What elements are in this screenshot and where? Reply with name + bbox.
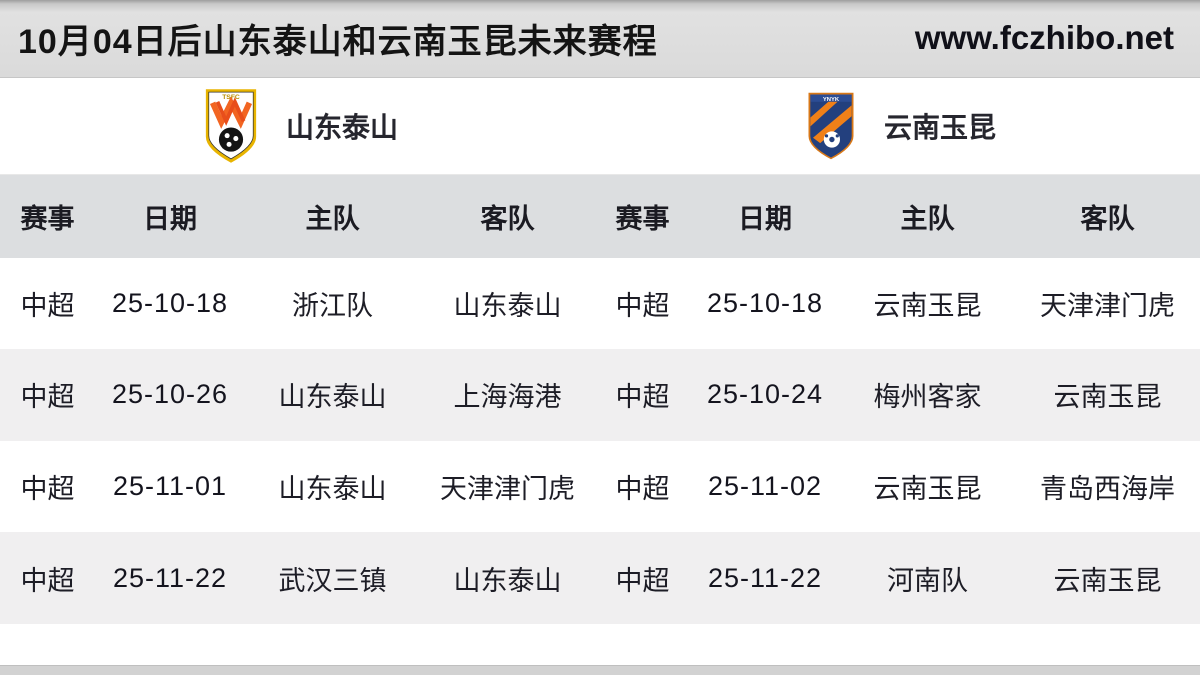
cell-home-team: 云南玉昆 <box>873 474 982 505</box>
cell-competition: 中超 <box>20 565 75 596</box>
bottom-strip <box>0 665 1200 675</box>
col-header-away-left: 客队 <box>480 204 535 235</box>
cell-away-team: 天津津门虎 <box>1040 291 1175 322</box>
cell-competition: 中超 <box>615 291 670 322</box>
cell-date: 25-10-18 <box>111 288 229 319</box>
table-row: 中超 25-11-01 山东泰山 天津津门虎 中超 25-11-02 云南玉昆 … <box>0 440 1200 533</box>
cell-home-team: 云南玉昆 <box>873 291 982 322</box>
col-header-competition-left: 赛事 <box>20 204 75 235</box>
cell-home-team: 梅州客家 <box>873 382 982 413</box>
cell-competition: 中超 <box>20 291 75 322</box>
team-name-shandong: 山东泰山 <box>285 112 398 144</box>
cell-away-team: 上海海港 <box>453 382 562 413</box>
cell-competition: 中超 <box>615 474 670 505</box>
cell-home-team: 武汉三镇 <box>278 565 387 596</box>
cell-date: 25-10-18 <box>706 288 824 319</box>
cell-home-team: 浙江队 <box>292 291 373 322</box>
table-row: 中超 25-11-22 武汉三镇 山东泰山 中超 25-11-22 河南队 云南… <box>0 532 1200 625</box>
cell-competition: 中超 <box>20 474 75 505</box>
team-shandong-taishan: TSFC 山东泰山 <box>0 78 600 175</box>
team-yunnan-yukun: YNYK 云南玉昆 <box>600 78 1200 175</box>
site-url: www.fczhibo.net <box>914 19 1174 57</box>
cell-date: 25-11-01 <box>112 471 228 502</box>
shandong-taishan-crest-icon: TSFC <box>205 89 257 163</box>
table-header-row: 赛事 日期 主队 客队 赛事 日期 主队 客队 <box>0 175 1200 259</box>
col-header-away-right: 客队 <box>1080 204 1135 235</box>
team-name-yunnan: 云南玉昆 <box>883 112 996 144</box>
col-header-home-left: 主队 <box>305 204 360 235</box>
cell-date: 25-10-24 <box>706 379 824 410</box>
table-row: 中超 25-10-18 浙江队 山东泰山 中超 25-10-18 云南玉昆 天津… <box>0 258 1200 349</box>
cell-date: 25-11-22 <box>112 562 228 593</box>
cell-home-team: 山东泰山 <box>278 474 387 505</box>
cell-competition: 中超 <box>20 382 75 413</box>
cell-away-team: 山东泰山 <box>453 565 562 596</box>
yunnan-yukun-crest-icon: YNYK <box>808 92 854 160</box>
table-row: 中超 25-10-26 山东泰山 上海海港 中超 25-10-24 梅州客家 云… <box>0 348 1200 441</box>
footer-spacer <box>0 624 1200 666</box>
cell-home-team: 河南队 <box>887 565 968 596</box>
col-header-date-left: 日期 <box>143 204 197 235</box>
cell-date: 25-10-26 <box>111 379 229 410</box>
title-bar: 10月04日后山东泰山和云南玉昆未来赛程 www.fczhibo.net <box>0 0 1200 78</box>
col-header-competition-right: 赛事 <box>615 204 670 235</box>
team-banner: TSFC 山东泰山 YNYK <box>0 77 1200 176</box>
cell-away-team: 山东泰山 <box>453 291 562 322</box>
cell-date: 25-11-02 <box>707 471 823 502</box>
cell-home-team: 山东泰山 <box>278 382 387 413</box>
cell-away-team: 青岛西海岸 <box>1040 474 1175 505</box>
cell-competition: 中超 <box>615 565 670 596</box>
cell-away-team: 云南玉昆 <box>1053 382 1162 413</box>
col-header-home-right: 主队 <box>900 204 955 235</box>
svg-text:YNYK: YNYK <box>823 97 840 103</box>
col-header-date-right: 日期 <box>738 204 792 235</box>
cell-competition: 中超 <box>615 382 670 413</box>
cell-away-team: 天津津门虎 <box>440 474 575 505</box>
page-title: 10月04日后山东泰山和云南玉昆未来赛程 <box>18 22 658 61</box>
cell-date: 25-11-22 <box>707 562 823 593</box>
cell-away-team: 云南玉昆 <box>1053 565 1162 596</box>
